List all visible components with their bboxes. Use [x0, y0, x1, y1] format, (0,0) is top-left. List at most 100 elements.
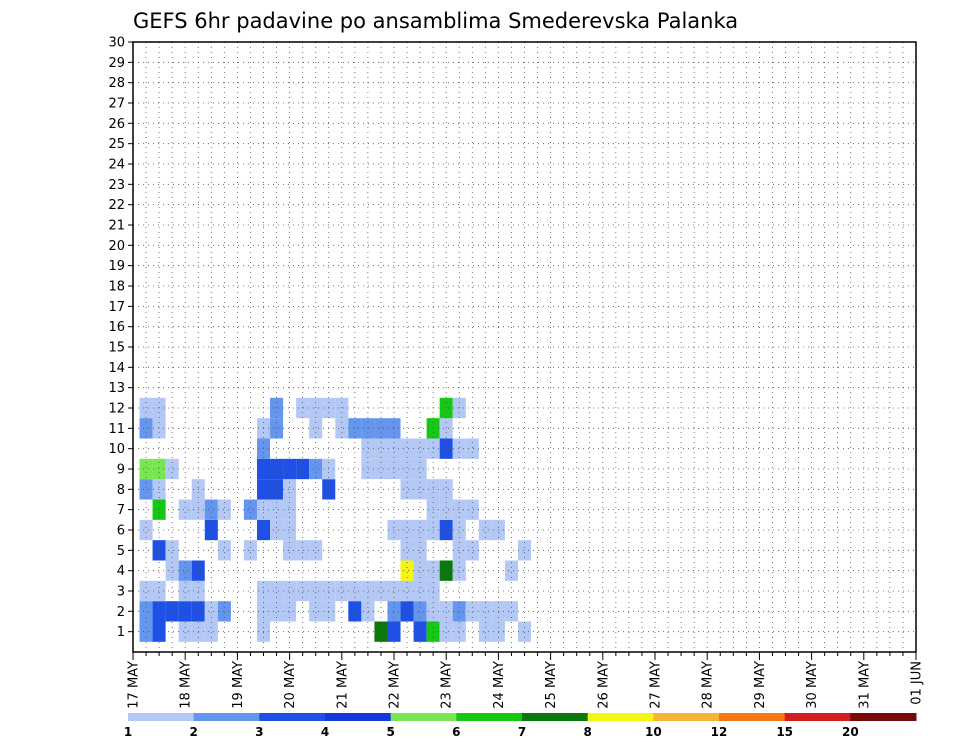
- colorbar-swatch-11: [850, 713, 917, 721]
- colorbar-label-20: 20: [842, 725, 859, 739]
- heatmap-cell-46: [296, 580, 310, 602]
- x-tick-label-2: 19 MAY: [231, 661, 246, 709]
- heatmap-cell-99: [283, 499, 297, 520]
- y-tick-label-29: 29: [108, 56, 125, 71]
- heatmap-cell-31: [413, 601, 427, 622]
- heatmap-cell-146: [361, 418, 375, 439]
- heatmap-cell-104: [139, 479, 153, 500]
- heatmap-cell-88: [452, 519, 466, 541]
- y-tick-label-1: 1: [117, 625, 125, 640]
- x-tick-label-14: 31 MAY: [857, 661, 872, 709]
- x-tick-label-0: 17 MAY: [127, 661, 142, 709]
- x-tick-label-4: 21 MAY: [335, 661, 350, 709]
- heatmap-cell-70: [283, 540, 297, 561]
- heatmap-cell-138: [465, 438, 479, 459]
- x-tick-label-5: 22 MAY: [388, 661, 403, 709]
- heatmap-cell-40: [152, 580, 166, 602]
- colorbar-label-8: 8: [583, 725, 591, 739]
- y-tick-label-25: 25: [108, 137, 125, 152]
- y-tick-label-30: 30: [108, 36, 125, 51]
- heatmap-cell-140: [152, 418, 166, 439]
- y-tick-label-22: 22: [108, 198, 125, 213]
- heatmap-cell-75: [452, 540, 466, 561]
- x-tick-label-12: 29 MAY: [753, 661, 768, 709]
- heatmap-cell-105: [152, 479, 166, 500]
- y-axis: 1234567891011121314151617181920212223242…: [108, 36, 133, 640]
- colorbar-swatch-9: [719, 713, 786, 721]
- heatmap-cell-94: [204, 499, 218, 520]
- heatmap-cell-60: [400, 560, 414, 581]
- heatmap-cell-66: [152, 540, 166, 561]
- heatmap-cell-144: [335, 418, 349, 439]
- heatmap-cell-92: [178, 499, 192, 520]
- y-tick-label-10: 10: [108, 442, 125, 457]
- heatmap-cell-139: [139, 418, 153, 439]
- y-tick-label-20: 20: [108, 239, 125, 254]
- heatmap-cell-50: [348, 580, 362, 602]
- heatmap-cell-91: [152, 499, 166, 520]
- colorbar-swatch-3: [325, 713, 392, 721]
- heatmap-cell-142: [270, 418, 284, 439]
- heatmap-cell-133: [400, 438, 414, 459]
- heatmap-cell-127: [400, 458, 414, 480]
- y-tick-label-9: 9: [117, 463, 125, 478]
- heatmap-cell-72: [309, 540, 323, 561]
- heatmap-cell-84: [400, 519, 414, 541]
- heatmap-cell-101: [439, 499, 453, 520]
- heatmap-cell-65: [504, 560, 518, 581]
- colorbar-swatch-0: [128, 713, 195, 721]
- y-tick-label-21: 21: [108, 219, 125, 234]
- y-tick-label-17: 17: [108, 300, 125, 315]
- heatmap-cell-131: [374, 438, 388, 459]
- heatmap-cell-98: [270, 499, 284, 520]
- heatmap-cell-115: [139, 458, 153, 480]
- heatmap-cell-44: [270, 580, 284, 602]
- heatmap-cell-83: [387, 519, 401, 541]
- heatmap-cell-122: [309, 458, 323, 480]
- heatmap-cell-137: [452, 438, 466, 459]
- heatmap-cell-28: [361, 601, 375, 622]
- colorbar-label-10: 10: [645, 725, 662, 739]
- heatmap-cell-150: [439, 418, 453, 439]
- heatmap-cell-21: [217, 601, 231, 622]
- y-tick-label-19: 19: [108, 259, 125, 274]
- heatmap-cell-57: [165, 560, 179, 581]
- x-tick-label-8: 25 MAY: [544, 661, 559, 709]
- heatmap-cell-73: [400, 540, 414, 561]
- heatmap-cell-108: [270, 479, 284, 500]
- colorbar-label-3: 3: [255, 725, 263, 739]
- heatmap-cell-29: [387, 601, 401, 622]
- heatmap-cell-126: [387, 458, 401, 480]
- heatmap-cells: [139, 397, 532, 642]
- heatmap-cell-41: [178, 580, 192, 602]
- heatmap-cell-64: [452, 560, 466, 581]
- y-tick-label-15: 15: [108, 341, 125, 356]
- y-tick-label-4: 4: [117, 564, 125, 579]
- heatmap-cell-34: [452, 601, 466, 622]
- heatmap-cell-54: [400, 580, 414, 602]
- y-tick-label-5: 5: [117, 544, 125, 559]
- heatmap-cell-63: [439, 560, 453, 581]
- heatmap-cell-134: [413, 438, 427, 459]
- heatmap-cell-74: [413, 540, 427, 561]
- heatmap-cell-69: [243, 540, 257, 561]
- heatmap-cell-81: [270, 519, 284, 541]
- y-tick-label-7: 7: [117, 503, 125, 518]
- y-tick-label-16: 16: [108, 320, 125, 335]
- heatmap-cell-27: [348, 601, 362, 622]
- colorbar-swatch-4: [390, 713, 457, 721]
- y-tick-label-12: 12: [108, 402, 125, 417]
- y-tick-label-24: 24: [108, 158, 125, 173]
- colorbar-label-6: 6: [452, 725, 460, 739]
- y-tick-label-3: 3: [117, 585, 125, 600]
- heatmap-cell-145: [348, 418, 362, 439]
- heatmap-cell-12: [478, 621, 492, 642]
- colorbar-swatch-6: [522, 713, 589, 721]
- heatmap-cell-78: [139, 519, 153, 541]
- heatmap-cell-89: [478, 519, 492, 541]
- heatmap-cell-79: [204, 519, 218, 541]
- heatmap-cell-18: [178, 601, 192, 622]
- colorbar-swatch-2: [259, 713, 326, 721]
- heatmap-cell-148: [387, 418, 401, 439]
